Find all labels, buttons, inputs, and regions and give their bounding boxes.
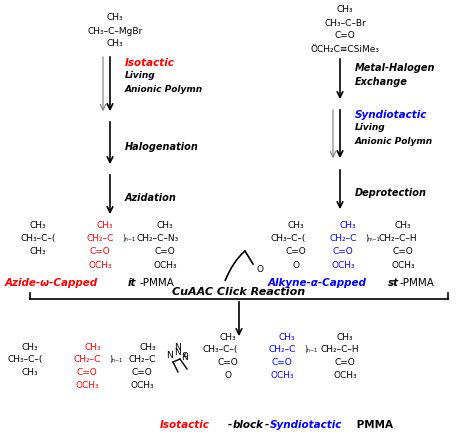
Text: O: O	[225, 371, 231, 380]
Text: CH₂–C–H: CH₂–C–H	[321, 345, 359, 354]
Text: CH₂–C: CH₂–C	[329, 234, 357, 243]
Text: N: N	[182, 353, 188, 362]
Text: CH₂–C: CH₂–C	[73, 355, 100, 364]
Text: OCH₃: OCH₃	[391, 260, 415, 269]
Text: CH₃–C–(: CH₃–C–(	[20, 234, 55, 243]
Text: C=O: C=O	[90, 247, 110, 256]
Text: CH₃: CH₃	[107, 13, 123, 23]
Text: O: O	[292, 260, 300, 269]
Text: Living: Living	[125, 71, 156, 80]
Text: OCH₃: OCH₃	[75, 381, 99, 390]
Text: OCH₃: OCH₃	[88, 260, 112, 269]
Text: )ₘ₋₁: )ₘ₋₁	[365, 234, 380, 243]
Text: CH₃: CH₃	[107, 39, 123, 48]
Text: OCH₃: OCH₃	[331, 260, 355, 269]
Text: CuAAC Click Reaction: CuAAC Click Reaction	[173, 286, 306, 296]
Text: Living: Living	[355, 123, 386, 132]
Text: CH₃: CH₃	[140, 343, 156, 352]
Text: block: block	[233, 419, 264, 429]
Text: CH₃: CH₃	[337, 333, 353, 342]
Text: C=O: C=O	[286, 247, 306, 256]
Text: C=O: C=O	[272, 358, 292, 367]
Text: OCH₃: OCH₃	[130, 381, 154, 390]
Text: Azidation: Azidation	[125, 193, 177, 203]
Text: -: -	[228, 419, 232, 429]
Text: C=O: C=O	[392, 247, 413, 256]
Text: OCH₃: OCH₃	[333, 371, 357, 380]
Text: CH₃: CH₃	[395, 221, 411, 230]
Text: CH₃: CH₃	[279, 333, 295, 342]
Text: C=O: C=O	[335, 31, 356, 40]
Text: CH₃: CH₃	[337, 6, 353, 14]
Text: )ₙ₋₁: )ₙ₋₁	[122, 234, 135, 243]
Text: CH₃: CH₃	[288, 221, 304, 230]
Text: CH₂–C: CH₂–C	[86, 234, 114, 243]
Text: st: st	[388, 277, 399, 287]
Text: CH₃: CH₃	[97, 221, 113, 230]
Text: CH₃: CH₃	[30, 247, 46, 256]
Text: -: -	[265, 419, 269, 429]
Text: CH₃–C–Br: CH₃–C–Br	[324, 19, 366, 27]
Text: N: N	[174, 343, 182, 352]
Text: CH₃–C–(: CH₃–C–(	[7, 355, 43, 364]
Text: Alkyne-α-Capped: Alkyne-α-Capped	[268, 277, 371, 287]
Text: Anionic Polymn: Anionic Polymn	[355, 136, 433, 145]
Text: Halogenation: Halogenation	[125, 141, 199, 151]
Text: CH₃–C–(: CH₃–C–(	[202, 345, 237, 354]
Text: N: N	[174, 348, 182, 357]
Text: C=O: C=O	[132, 368, 152, 377]
Text: N: N	[167, 351, 173, 360]
Text: OCH₃: OCH₃	[153, 260, 177, 269]
Text: Deprotection: Deprotection	[355, 187, 427, 197]
Text: CH₂–C: CH₂–C	[128, 355, 155, 364]
Text: OCH₃: OCH₃	[270, 371, 294, 380]
Text: CH₃: CH₃	[22, 368, 38, 377]
Text: CH₃: CH₃	[30, 221, 46, 230]
Text: C=O: C=O	[335, 358, 356, 367]
Text: CH₃–C–MgBr: CH₃–C–MgBr	[87, 26, 143, 36]
Text: Anionic Polymn: Anionic Polymn	[125, 84, 203, 93]
Text: CH₃: CH₃	[340, 221, 356, 230]
Text: z: z	[183, 350, 187, 358]
Text: it: it	[128, 277, 137, 287]
Text: CH₂–C: CH₂–C	[268, 345, 296, 354]
Text: )ₙ₋₁: )ₙ₋₁	[304, 345, 317, 354]
Text: C=O: C=O	[155, 247, 175, 256]
Text: Isotactic: Isotactic	[160, 419, 210, 429]
Text: O: O	[256, 265, 264, 274]
Text: C=O: C=O	[333, 247, 354, 256]
Text: CH₂–C–H: CH₂–C–H	[379, 234, 417, 243]
Text: CH₃: CH₃	[219, 333, 237, 342]
Text: Metal-Halogen: Metal-Halogen	[355, 63, 436, 73]
Text: Exchange: Exchange	[355, 77, 408, 87]
Text: CH₃: CH₃	[157, 221, 173, 230]
Text: ÖCH₂C≡CSiMe₃: ÖCH₂C≡CSiMe₃	[310, 44, 380, 53]
Text: C=O: C=O	[218, 358, 238, 367]
Text: Syndiotactic: Syndiotactic	[355, 110, 428, 120]
Text: -PMMA: -PMMA	[400, 277, 435, 287]
Text: CH₃: CH₃	[22, 343, 38, 352]
Text: CH₃: CH₃	[85, 343, 101, 352]
Text: CH₃–C–(: CH₃–C–(	[270, 234, 306, 243]
Text: )ₙ₋₁: )ₙ₋₁	[109, 355, 122, 364]
Text: -PMMA: -PMMA	[140, 277, 175, 287]
Text: C=O: C=O	[77, 368, 97, 377]
Text: Isotactic: Isotactic	[125, 58, 175, 68]
Text: CH₂–C–N₃: CH₂–C–N₃	[137, 234, 179, 243]
Text: Azide-ω-Capped: Azide-ω-Capped	[5, 277, 102, 287]
Text: Syndiotactic: Syndiotactic	[270, 419, 342, 429]
Text: PMMA: PMMA	[353, 419, 393, 429]
